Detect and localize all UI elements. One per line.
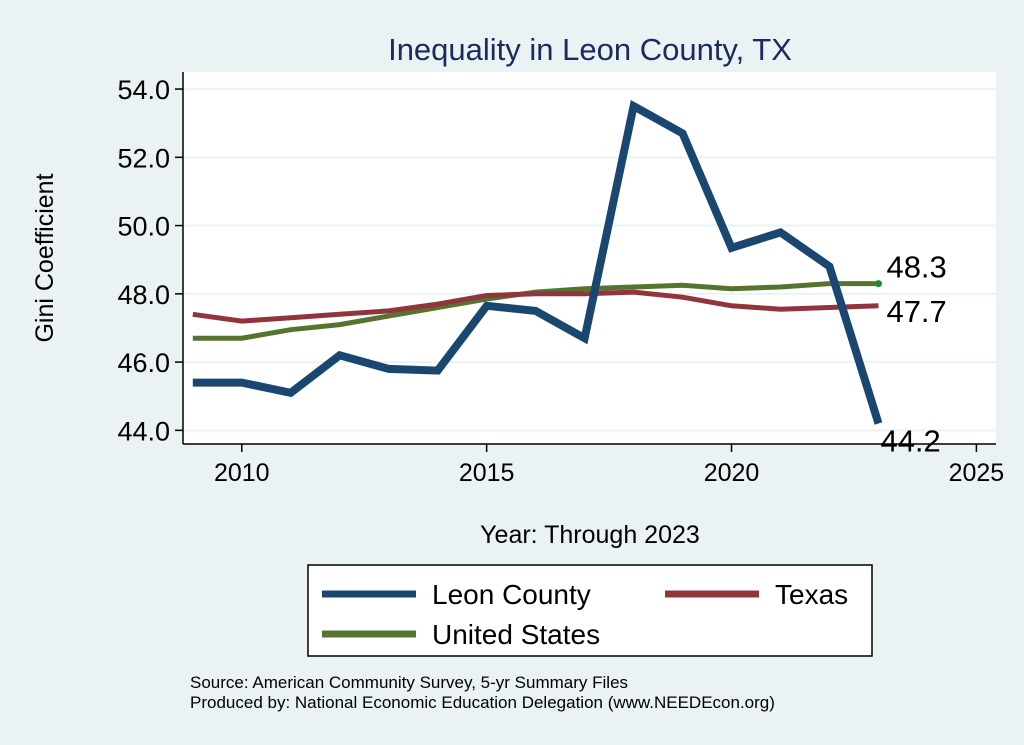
chart-title: Inequality in Leon County, TX xyxy=(388,32,792,67)
series-line-leon-county xyxy=(192,99,883,425)
y-tick-label: 54.0 xyxy=(117,75,170,105)
legend-label-leon-county: Leon County xyxy=(432,579,591,610)
axes: 44.0 46.0 48.0 50.0 52.0 54.0 2010 2015 2020 2025 xyxy=(117,72,1004,487)
end-label-united-states: 48.3 xyxy=(886,250,946,285)
y-tick-label: 44.0 xyxy=(117,416,170,446)
series-lines xyxy=(192,99,883,425)
x-tick-label: 2010 xyxy=(214,459,270,487)
series-line-texas xyxy=(192,289,879,324)
legend-label-united-states: United States xyxy=(432,619,600,650)
y-tick-label: 48.0 xyxy=(117,280,170,310)
y-tick-label: 52.0 xyxy=(117,143,170,173)
plot-area xyxy=(183,72,996,444)
y-tick-label: 50.0 xyxy=(117,212,170,242)
legend-box xyxy=(307,564,873,657)
y-tick-label: 46.0 xyxy=(117,348,170,378)
end-marker-united-states xyxy=(874,280,882,288)
end-label-leon-county: 44.2 xyxy=(880,424,940,459)
end-labels: 44.2 47.7 48.3 xyxy=(874,250,947,459)
x-tick-label: 2020 xyxy=(704,459,760,487)
source-note: Source: American Community Survey, 5-yr … xyxy=(190,673,628,692)
x-tick-label: 2025 xyxy=(949,459,1005,487)
legend: Leon County Texas United States xyxy=(307,564,873,657)
legend-label-texas: Texas xyxy=(775,579,848,610)
x-tick-label: 2015 xyxy=(459,459,515,487)
y-axis-label: Gini Coefficient xyxy=(31,173,59,342)
producer-note: Produced by: National Economic Education… xyxy=(190,693,775,712)
x-axis-label: Year: Through 2023 xyxy=(480,521,700,549)
end-label-texas: 47.7 xyxy=(886,294,946,329)
